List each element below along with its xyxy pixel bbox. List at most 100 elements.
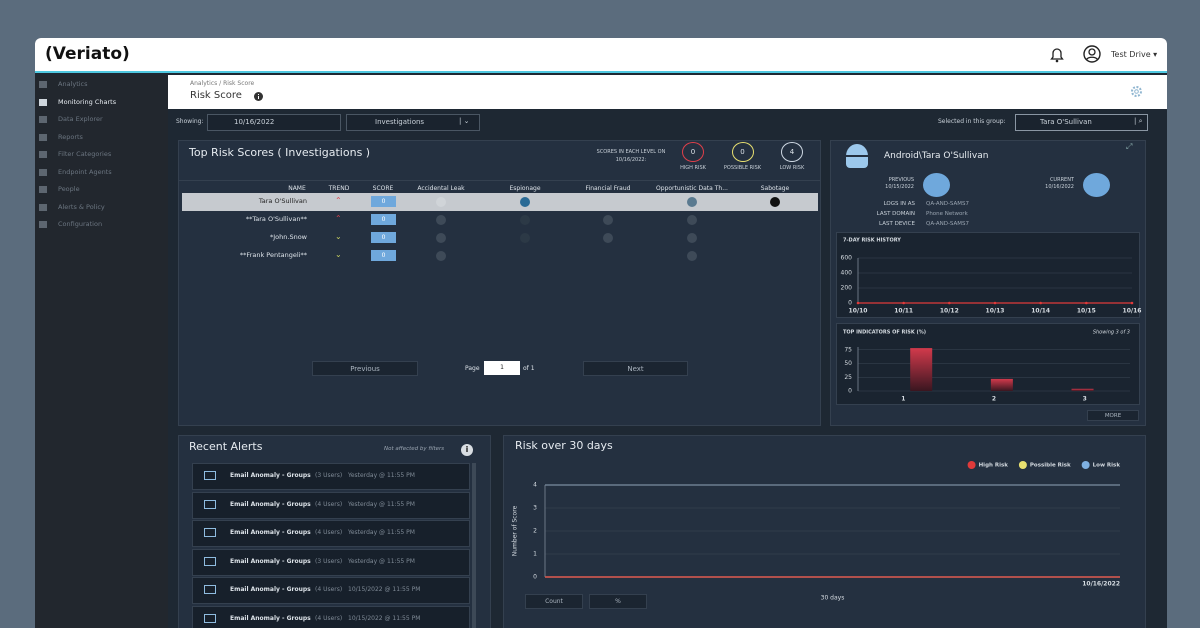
column-header: Financial Fraud xyxy=(585,185,631,192)
expand-icon[interactable]: ⤢ xyxy=(1126,142,1133,151)
column-header: SCORE xyxy=(372,185,394,192)
level-circle: 0 xyxy=(731,142,754,162)
row-name[interactable]: **Tara O'Sullivan** xyxy=(245,215,307,223)
column-header: Espionage xyxy=(509,185,541,192)
page-of: of 1 xyxy=(523,365,535,372)
score-badge: 0 xyxy=(371,214,396,225)
info-icon[interactable] xyxy=(254,92,263,101)
page-input[interactable]: 1 xyxy=(484,361,520,375)
sidebar-item[interactable]: Endpoint Agents xyxy=(58,167,112,176)
mail-icon xyxy=(204,585,216,595)
previous-label: PREVIOUS xyxy=(888,177,914,183)
alert-users: (3 Users) xyxy=(315,472,343,479)
chart-box xyxy=(836,232,1140,318)
level-label: LOW RISK xyxy=(779,165,805,171)
sidebar-item[interactable]: Configuration xyxy=(58,220,103,228)
search-icon[interactable]: | ⌕ xyxy=(1134,117,1143,125)
current-date: 10/16/2022 xyxy=(1045,184,1074,190)
mail-icon xyxy=(204,614,216,623)
group-select[interactable] xyxy=(346,114,480,131)
person-select[interactable] xyxy=(1015,114,1148,131)
panel-title: Recent Alerts xyxy=(189,440,263,453)
avatar xyxy=(846,144,868,168)
more-button[interactable]: MORE xyxy=(1087,410,1139,421)
alert-users: (4 Users) xyxy=(315,586,343,594)
sidebar-icon xyxy=(39,98,47,106)
sidebar-icon xyxy=(39,151,47,158)
indicator-dot xyxy=(687,233,697,243)
selected-label: Selected in this group: xyxy=(938,118,1006,125)
row-name[interactable]: **Frank Pentangeli** xyxy=(239,251,307,259)
alert-item[interactable] xyxy=(192,606,470,628)
levels-caption: SCORES IN EACH LEVEL ON 10/16/2022: xyxy=(596,149,666,163)
field-label: LOGS IN AS xyxy=(883,201,915,207)
alert-users: (4 Users) xyxy=(315,615,343,622)
app-window: (Veriato) Test Drive ▾ ‹ Analytics / Ris… xyxy=(35,38,1167,628)
chart-box xyxy=(836,323,1140,405)
group-caret: | ⌄ xyxy=(459,117,470,125)
score-badge: 0 xyxy=(371,250,396,261)
bell-icon[interactable] xyxy=(1050,47,1064,63)
date-value: 10/16/2022 xyxy=(234,118,275,126)
toggle-button[interactable]: % xyxy=(589,594,647,609)
date-picker[interactable] xyxy=(207,114,341,131)
info-icon[interactable]: i xyxy=(461,444,473,456)
sidebar-icon xyxy=(39,186,47,193)
alert-time: Yesterday @ 11:55 PM xyxy=(348,500,415,508)
alert-item[interactable] xyxy=(192,520,470,548)
mail-icon xyxy=(204,471,216,480)
alert-item[interactable] xyxy=(192,491,470,519)
panel-title: Top Risk Scores ( Investigations ) xyxy=(189,146,371,159)
showing-label: Showing: xyxy=(176,118,204,125)
user-icon[interactable] xyxy=(1083,45,1101,63)
previous-button[interactable]: Previous xyxy=(312,361,418,376)
filter-note: Not affected by filters xyxy=(384,446,445,452)
mail-icon xyxy=(204,556,216,566)
alert-item[interactable] xyxy=(192,548,470,576)
sidebar-item[interactable]: Alerts & Policy xyxy=(58,202,105,211)
row-highlight xyxy=(182,193,818,211)
indicator-dot xyxy=(687,197,697,207)
row-name[interactable]: Tara O'Sullivan xyxy=(258,197,307,205)
row-name[interactable]: *John.Snow xyxy=(270,233,307,241)
toggle-button[interactable]: Count xyxy=(525,594,583,609)
user-menu[interactable]: Test Drive ▾ xyxy=(1111,50,1158,59)
trend-icon: ⌃ xyxy=(335,214,342,223)
sidebar-item[interactable]: Data Explorer xyxy=(58,115,103,123)
mail-icon xyxy=(204,528,216,538)
indicator-dot xyxy=(687,251,697,261)
alert-item[interactable] xyxy=(192,577,470,605)
sidebar-item[interactable]: People xyxy=(58,185,80,193)
indicator-dot xyxy=(687,215,697,225)
sidebar-icon xyxy=(39,168,47,176)
column-header: Sabotage xyxy=(760,185,790,192)
logo: (Veriato) xyxy=(45,44,130,64)
previous-score xyxy=(923,173,950,197)
sidebar-icon xyxy=(39,203,47,211)
sidebar-item[interactable]: Filter Categories xyxy=(58,150,112,158)
alert-time: 10/15/2022 @ 11:55 PM xyxy=(348,586,421,594)
sidebar-item[interactable]: Monitoring Charts xyxy=(58,97,117,106)
current-label: CURRENT xyxy=(1049,177,1074,183)
sidebar-item[interactable]: Analytics xyxy=(58,80,88,88)
column-header: TREND xyxy=(328,185,350,192)
alert-time: 10/15/2022 @ 11:55 PM xyxy=(348,615,421,622)
indicator-dot xyxy=(770,197,780,207)
indicator-dot xyxy=(436,251,446,261)
trend-icon: ⌄ xyxy=(335,232,342,241)
indicator-dot xyxy=(520,233,530,243)
page-label: Page xyxy=(465,365,480,372)
alert-item[interactable] xyxy=(192,463,470,490)
breadcrumb[interactable]: Analytics / Risk Score xyxy=(190,80,255,87)
sidebar-icon xyxy=(39,221,47,228)
sidebar-item[interactable]: Reports xyxy=(58,132,83,141)
settings-icon[interactable] xyxy=(1130,85,1143,98)
level-circle: 0 xyxy=(682,142,704,162)
indicator-dot xyxy=(436,197,446,207)
next-button[interactable]: Next xyxy=(583,361,688,376)
score-badge: 0 xyxy=(371,196,396,207)
trend-icon: ⌃ xyxy=(335,196,342,205)
level-label: POSSIBLE RISK xyxy=(723,165,762,171)
table-area xyxy=(179,180,820,181)
